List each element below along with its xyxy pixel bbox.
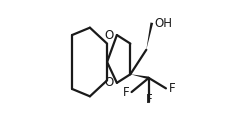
Text: F: F xyxy=(122,86,129,99)
Text: O: O xyxy=(105,76,114,89)
Text: OH: OH xyxy=(154,17,172,31)
Text: F: F xyxy=(145,93,152,106)
Text: F: F xyxy=(168,82,175,95)
Polygon shape xyxy=(146,22,153,50)
Text: O: O xyxy=(105,29,114,42)
Polygon shape xyxy=(130,74,149,79)
